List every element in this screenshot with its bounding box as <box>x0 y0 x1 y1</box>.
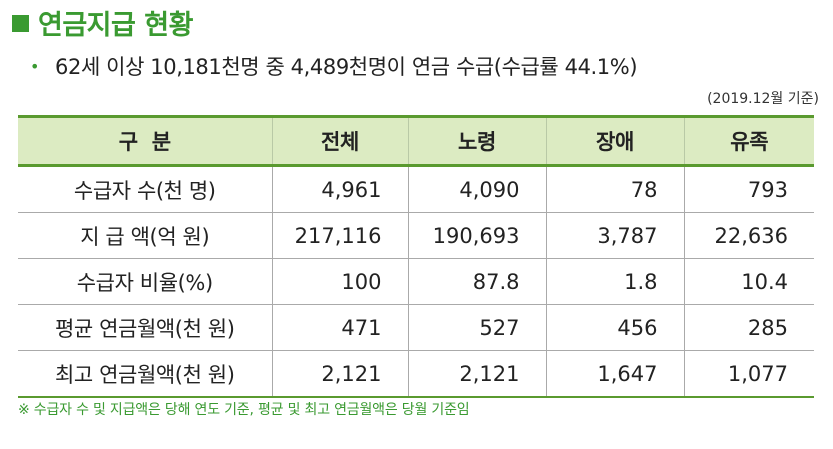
table-cell: 285 <box>683 304 814 351</box>
pension-table: 구 분 전체 노령 장애 유족 수급자 수(천 명) 4,961 4,090 7… <box>18 115 814 398</box>
bullet-dot-icon: • <box>30 56 40 76</box>
table-cell: 10.4 <box>683 258 814 305</box>
footnote: ※ 수급자 수 및 지급액은 당해 연도 기준, 평균 및 최고 연금월액은 당… <box>18 402 470 418</box>
table-header-row: 구 분 전체 노령 장애 유족 <box>18 115 814 167</box>
reference-date: (2019.12월 기준) <box>707 91 819 107</box>
table-cell: 4,090 <box>407 165 546 213</box>
column-header: 장애 <box>545 115 684 167</box>
page-title: 연금지급 현황 <box>12 2 193 42</box>
table-row: 수급자 수(천 명) 4,961 4,090 78 793 <box>18 165 814 213</box>
table-cell: 190,693 <box>407 212 546 259</box>
table-row: 최고 연금월액(천 원) 2,121 2,121 1,647 1,077 <box>18 350 814 398</box>
square-bullet-icon <box>12 14 29 32</box>
table-cell: 1.8 <box>545 258 684 305</box>
table-cell: 100 <box>271 258 408 305</box>
table-cell: 2,121 <box>407 350 546 398</box>
table-row: 평균 연금월액(천 원) 471 527 456 285 <box>18 304 814 351</box>
table-row: 지 급 액(억 원) 217,116 190,693 3,787 22,636 <box>18 212 814 259</box>
table-cell: 2,121 <box>271 350 408 398</box>
table-cell: 4,961 <box>271 165 408 213</box>
table-cell: 3,787 <box>545 212 684 259</box>
table-cell: 456 <box>545 304 684 351</box>
row-label: 수급자 수(천 명) <box>18 165 272 213</box>
table-cell: 471 <box>271 304 408 351</box>
table-cell: 793 <box>683 165 814 213</box>
summary-text: 62세 이상 10,181천명 중 4,489천명이 연금 수급(수급률 44.… <box>55 55 638 79</box>
row-label: 평균 연금월액(천 원) <box>18 304 272 351</box>
row-label: 수급자 비율(%) <box>18 258 272 305</box>
table-cell: 22,636 <box>683 212 814 259</box>
row-label: 지 급 액(억 원) <box>18 212 272 259</box>
table-cell: 217,116 <box>271 212 408 259</box>
column-header: 노령 <box>407 115 546 167</box>
row-label: 최고 연금월액(천 원) <box>18 350 272 398</box>
table-cell: 78 <box>545 165 684 213</box>
table-cell: 1,647 <box>545 350 684 398</box>
table-row: 수급자 비율(%) 100 87.8 1.8 10.4 <box>18 258 814 305</box>
title-text: 연금지급 현황 <box>38 9 193 41</box>
column-header: 구 분 <box>18 115 272 167</box>
summary-line: • 62세 이상 10,181천명 중 4,489천명이 연금 수급(수급률 4… <box>30 50 638 82</box>
table-cell: 87.8 <box>407 258 546 305</box>
column-header: 유족 <box>683 115 814 167</box>
table-cell: 527 <box>407 304 546 351</box>
table-cell: 1,077 <box>683 350 814 398</box>
column-header: 전체 <box>271 115 408 167</box>
